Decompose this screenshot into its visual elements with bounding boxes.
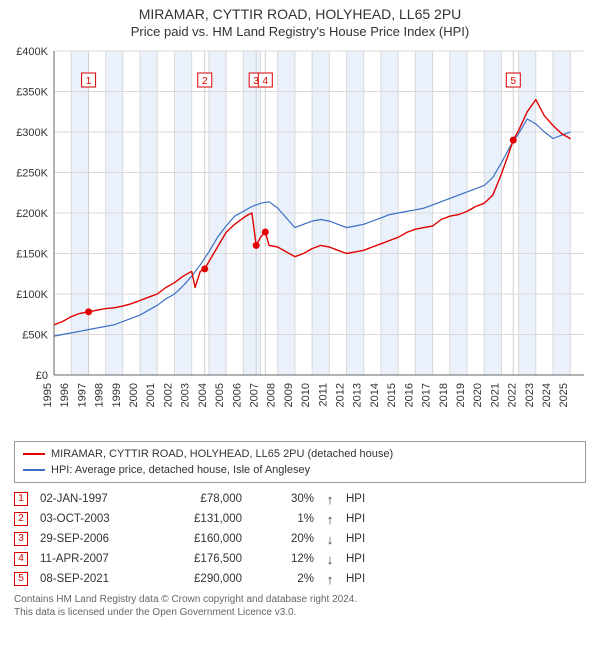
svg-text:2022: 2022 xyxy=(507,383,519,407)
svg-text:2017: 2017 xyxy=(421,383,433,407)
transaction-badge: 4 xyxy=(14,552,28,566)
footer-attribution: Contains HM Land Registry data © Crown c… xyxy=(14,593,586,619)
legend-item: HPI: Average price, detached house, Isle… xyxy=(23,462,577,478)
svg-text:1995: 1995 xyxy=(42,383,54,407)
legend-label: HPI: Average price, detached house, Isle… xyxy=(51,462,310,478)
transaction-price: £176,500 xyxy=(152,549,242,569)
svg-text:4: 4 xyxy=(263,76,269,87)
transaction-price: £78,000 xyxy=(152,489,242,509)
chart-title: MIRAMAR, CYTTIR ROAD, HOLYHEAD, LL65 2PU xyxy=(8,6,592,22)
transaction-price: £290,000 xyxy=(152,569,242,589)
svg-text:1: 1 xyxy=(86,76,92,87)
transaction-ref: HPI xyxy=(346,569,376,589)
svg-text:2012: 2012 xyxy=(335,383,347,407)
svg-text:£100K: £100K xyxy=(16,289,48,301)
svg-text:2014: 2014 xyxy=(369,383,381,407)
transaction-date: 02-JAN-1997 xyxy=(40,489,140,509)
svg-text:2021: 2021 xyxy=(489,383,501,407)
transaction-row: 4 11-APR-2007 £176,500 12% ↓ HPI xyxy=(14,549,586,569)
transaction-date: 29-SEP-2006 xyxy=(40,529,140,549)
chart-svg: £0 £50K £100K £150K £200K £250K £300K £350K £400… xyxy=(8,45,592,435)
transaction-badge: 5 xyxy=(14,572,28,586)
transaction-row: 1 02-JAN-1997 £78,000 30% ↑ HPI xyxy=(14,489,586,509)
legend-label: MIRAMAR, CYTTIR ROAD, HOLYHEAD, LL65 2PU… xyxy=(51,446,393,462)
svg-text:1997: 1997 xyxy=(76,383,88,407)
price-chart: £0 £50K £100K £150K £200K £250K £300K £350K £400… xyxy=(8,45,592,435)
svg-text:2019: 2019 xyxy=(455,383,467,407)
svg-text:£400K: £400K xyxy=(16,46,48,58)
transaction-price: £160,000 xyxy=(152,529,242,549)
transaction-ref: HPI xyxy=(346,489,376,509)
svg-text:£50K: £50K xyxy=(22,330,48,342)
svg-text:£300K: £300K xyxy=(16,127,48,139)
svg-text:2004: 2004 xyxy=(197,383,209,407)
svg-text:2000: 2000 xyxy=(128,383,140,407)
transaction-pct: 20% xyxy=(254,529,314,549)
arrow-up-icon: ↑ xyxy=(326,493,334,506)
svg-text:2015: 2015 xyxy=(386,383,398,407)
transaction-ref: HPI xyxy=(346,509,376,529)
arrow-up-icon: ↑ xyxy=(326,573,334,586)
footer-line-1: Contains HM Land Registry data © Crown c… xyxy=(14,593,586,606)
svg-text:£350K: £350K xyxy=(16,87,48,99)
svg-text:1999: 1999 xyxy=(111,383,123,407)
transaction-badge: 3 xyxy=(14,532,28,546)
transaction-date: 11-APR-2007 xyxy=(40,549,140,569)
transaction-row: 5 08-SEP-2021 £290,000 2% ↑ HPI xyxy=(14,569,586,589)
legend: MIRAMAR, CYTTIR ROAD, HOLYHEAD, LL65 2PU… xyxy=(14,441,586,483)
arrow-down-icon: ↓ xyxy=(326,553,334,566)
svg-text:2025: 2025 xyxy=(558,383,570,407)
svg-text:2013: 2013 xyxy=(352,383,364,407)
svg-text:2002: 2002 xyxy=(162,383,174,407)
transaction-pct: 1% xyxy=(254,509,314,529)
arrow-up-icon: ↑ xyxy=(326,513,334,526)
svg-text:2009: 2009 xyxy=(283,383,295,407)
transaction-ref: HPI xyxy=(346,549,376,569)
svg-text:1998: 1998 xyxy=(94,383,106,407)
svg-text:£250K: £250K xyxy=(16,168,48,180)
transaction-table: 1 02-JAN-1997 £78,000 30% ↑ HPI 2 03-OCT-2003 £1… xyxy=(14,489,586,589)
transaction-ref: HPI xyxy=(346,529,376,549)
transaction-row: 2 03-OCT-2003 £131,000 1% ↑ HPI xyxy=(14,509,586,529)
svg-text:£0: £0 xyxy=(36,370,48,382)
transaction-pct: 2% xyxy=(254,569,314,589)
svg-text:2005: 2005 xyxy=(214,383,226,407)
svg-text:2024: 2024 xyxy=(541,383,553,407)
transaction-pct: 30% xyxy=(254,489,314,509)
transaction-badge: 2 xyxy=(14,512,28,526)
legend-swatch xyxy=(23,469,45,471)
legend-swatch xyxy=(23,453,45,455)
arrow-down-icon: ↓ xyxy=(326,533,334,546)
svg-text:£200K: £200K xyxy=(16,208,48,220)
svg-text:2018: 2018 xyxy=(438,383,450,407)
transaction-pct: 12% xyxy=(254,549,314,569)
svg-text:2016: 2016 xyxy=(403,383,415,407)
svg-text:2010: 2010 xyxy=(300,383,312,407)
transaction-date: 08-SEP-2021 xyxy=(40,569,140,589)
transaction-price: £131,000 xyxy=(152,509,242,529)
svg-text:£150K: £150K xyxy=(16,249,48,261)
chart-subtitle: Price paid vs. HM Land Registry's House … xyxy=(8,24,592,39)
legend-item: MIRAMAR, CYTTIR ROAD, HOLYHEAD, LL65 2PU… xyxy=(23,446,577,462)
svg-text:2007: 2007 xyxy=(248,383,260,407)
svg-text:2008: 2008 xyxy=(266,383,278,407)
svg-text:2006: 2006 xyxy=(231,383,243,407)
transaction-date: 03-OCT-2003 xyxy=(40,509,140,529)
svg-text:2001: 2001 xyxy=(145,383,157,407)
svg-text:1996: 1996 xyxy=(59,383,71,407)
svg-text:2011: 2011 xyxy=(317,383,329,407)
transaction-row: 3 29-SEP-2006 £160,000 20% ↓ HPI xyxy=(14,529,586,549)
svg-text:2: 2 xyxy=(202,76,208,87)
svg-text:2020: 2020 xyxy=(472,383,484,407)
svg-text:5: 5 xyxy=(510,76,516,87)
footer-line-2: This data is licensed under the Open Gov… xyxy=(14,606,586,619)
transaction-badge: 1 xyxy=(14,492,28,506)
svg-text:2023: 2023 xyxy=(524,383,536,407)
svg-text:2003: 2003 xyxy=(180,383,192,407)
